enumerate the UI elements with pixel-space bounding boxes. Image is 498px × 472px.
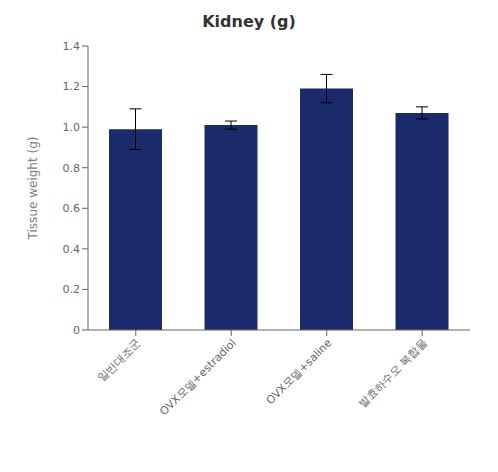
html-text:Kidney (g): Kidney (g) <box>202 12 296 31</box>
svg-text:발효하수오 복합물: 발효하수오 복합물 <box>356 336 430 410</box>
svg-text:0.6: 0.6 <box>63 202 81 215</box>
svg-text:OVX모델+estradiol: OVX모델+estradiol <box>157 336 239 418</box>
svg-text:0: 0 <box>73 324 80 337</box>
svg-text:0.2: 0.2 <box>63 283 81 296</box>
svg-text:1.4: 1.4 <box>63 40 81 53</box>
svg-text:0.8: 0.8 <box>63 162 81 175</box>
svg-text:1.2: 1.2 <box>63 80 81 93</box>
svg-text:일반대조군: 일반대조군 <box>95 336 143 384</box>
svg-text:Tissue weight (g): Tissue weight (g) <box>26 137 40 241</box>
svg-text:1.0: 1.0 <box>63 121 81 134</box>
svg-text:OVX모델+saline: OVX모델+saline <box>264 336 335 407</box>
svg-text:0.4: 0.4 <box>63 243 81 256</box>
